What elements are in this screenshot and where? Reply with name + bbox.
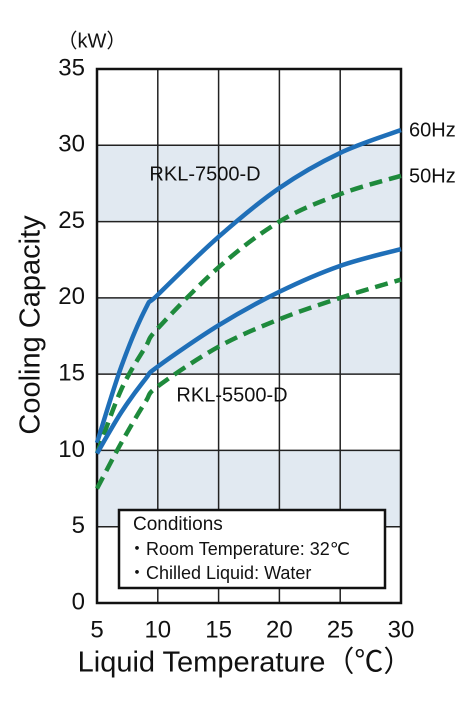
x-tick-label: 5 [90,616,103,643]
conditions-box [117,508,387,590]
model-label: RKL-5500-D [176,384,287,406]
plot-frame [95,67,403,605]
y-unit: （kW） [58,29,127,52]
y-tick-label: 15 [58,359,85,386]
x-tick-label: 25 [327,616,354,643]
x-tick-label: 10 [144,616,171,643]
model-label: RKL-7500-D [149,163,260,185]
y-tick-label: 10 [58,436,85,463]
y-tick-label: 0 [72,588,85,615]
y-tick-label: 35 [58,54,85,81]
x-axis-title: Liquid Temperature（℃） [78,647,413,679]
x-tick-label: 15 [205,616,232,643]
y-tick-label: 30 [58,131,85,158]
frequency-label: 60Hz [409,119,456,141]
y-tick-label: 20 [58,283,85,310]
curve [95,246,402,455]
band [97,297,401,375]
conditions-item: ・Chilled Liquid: Water [128,563,311,583]
y-tick-label: 5 [72,512,85,539]
frequency-label: 50Hz [409,165,456,187]
y-axis-title: Cooling Capacity [15,215,47,435]
x-tick-label: 30 [388,616,415,643]
y-tick-label: 25 [58,207,85,234]
x-tick-label: 20 [266,616,293,643]
curve [94,127,402,444]
conditions-title: Conditions [133,514,223,535]
conditions-item: ・Room Temperature: 32℃ [128,539,350,559]
curve [94,173,402,455]
curve [95,277,402,490]
